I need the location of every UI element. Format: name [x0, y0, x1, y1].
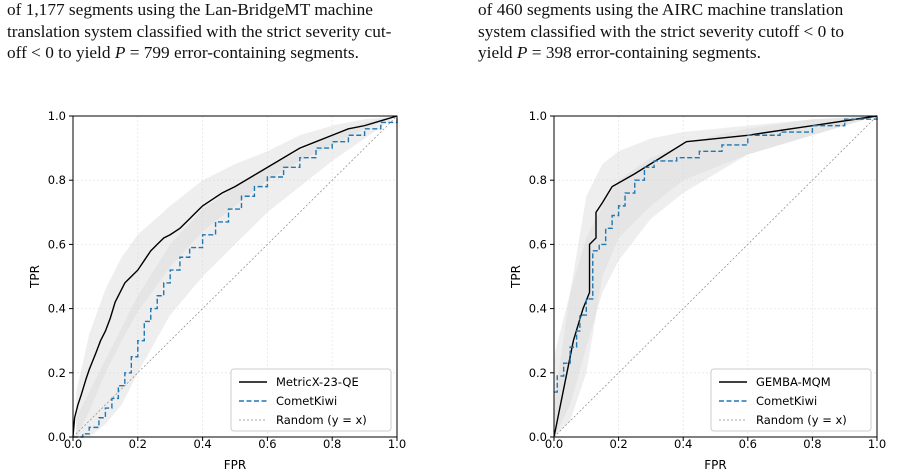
series-line-1 — [554, 116, 878, 393]
y-axis-label: TPR — [28, 265, 42, 289]
x-tick-label: 0.8 — [803, 437, 821, 451]
roc-chart-left: 0.0 0.2 0.4 0.6 0.8 1.0 0.0 0.2 0.4 0.6 0.8 1.0 FPR T… — [28, 109, 406, 472]
plot-frame — [553, 115, 878, 438]
series-line-2 — [72, 115, 398, 438]
x-tick-label: 0.8 — [323, 437, 341, 451]
series-line-1 — [73, 116, 398, 438]
legend-label-1: CometKiwi — [276, 394, 337, 408]
y-tick-label: 0.4 — [48, 302, 66, 316]
y-tick-label: 0.8 — [529, 173, 547, 187]
y-tick-label: 0.8 — [48, 173, 66, 187]
legend-label-1: CometKiwi — [756, 394, 817, 408]
x-axis-label: FPR — [224, 458, 246, 472]
legend-label-0: GEMBA-MQM — [756, 375, 831, 389]
y-tick-label: 0.6 — [48, 237, 66, 251]
legend-box — [710, 368, 872, 432]
legend-label-2: Random (y = x) — [756, 413, 847, 427]
caption-right: of 460 segments using the AIRC machine t… — [478, 0, 918, 64]
x-tick-label: 0.4 — [674, 437, 692, 451]
confidence-band-1 — [554, 116, 877, 437]
math-symbol-p: P — [516, 43, 528, 62]
confidence-band-0 — [76, 116, 398, 437]
x-tick-label: 0.6 — [739, 437, 757, 451]
y-tick-label: 0.0 — [48, 430, 66, 444]
y-tick-label: 0.4 — [529, 302, 547, 316]
x-tick-label: 0.0 — [64, 437, 82, 451]
x-tick-label: 0.2 — [129, 437, 147, 451]
caption-left-line-1: of 1,177 segments using the Lan-BridgeMT… — [7, 0, 373, 19]
y-tick-label: 1.0 — [48, 109, 66, 123]
x-tick-label: 0.4 — [193, 437, 211, 451]
caption-right-line-3: yield P = 398 error-containing segments. — [478, 43, 761, 62]
confidence-band-1 — [76, 116, 398, 437]
series-line-0 — [72, 115, 398, 438]
x-tick-label: 0.0 — [545, 437, 563, 451]
caption-left-line-2: translation system classified with the s… — [7, 21, 392, 41]
legend-box — [230, 368, 392, 432]
x-tick-label: 1.0 — [388, 437, 406, 451]
x-axis-label: FPR — [704, 458, 726, 472]
legend-label-0: MetricX-23-QE — [276, 375, 359, 389]
series-line-0 — [553, 115, 878, 438]
y-tick-label: 0.2 — [48, 366, 66, 380]
y-tick-label: 0.6 — [529, 237, 547, 251]
caption-left-line-3: off < 0 to yield P = 799 error-containin… — [7, 43, 359, 62]
y-tick-label: 0.0 — [529, 430, 547, 444]
caption-right-line-1: of 460 segments using the AIRC machine t… — [478, 0, 844, 19]
y-tick-label: 0.2 — [529, 366, 547, 380]
legend-label-2: Random (y = x) — [276, 413, 367, 427]
x-tick-label: 0.6 — [258, 437, 276, 451]
x-tick-label: 0.2 — [609, 437, 627, 451]
plot-frame — [72, 115, 398, 438]
confidence-band-0 — [554, 116, 877, 437]
caption-right-line-2: system classified with the strict severi… — [478, 21, 845, 41]
y-axis-label: TPR — [509, 265, 523, 289]
y-tick-label: 1.0 — [529, 109, 547, 123]
caption-left: of 1,177 segments using the Lan-BridgeMT… — [7, 0, 452, 64]
x-tick-label: 1.0 — [868, 437, 886, 451]
math-symbol-p: P — [114, 43, 126, 62]
